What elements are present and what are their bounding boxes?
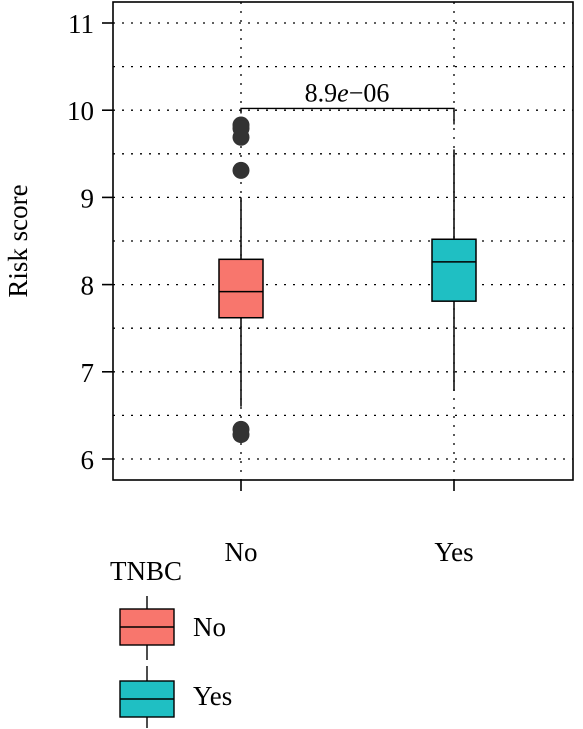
plot-panel-border bbox=[112, 1, 574, 481]
box-yes bbox=[431, 238, 477, 302]
box-no bbox=[218, 258, 264, 319]
p-value-exponent: −06 bbox=[349, 78, 390, 107]
x-tick-label: Yes bbox=[434, 537, 473, 567]
axes: 6 7 8 9 10 11 No Yes bbox=[67, 9, 474, 567]
p-value-e: e bbox=[337, 78, 349, 107]
boxes bbox=[218, 116, 477, 444]
y-tick-label: 10 bbox=[67, 96, 94, 126]
comparison-bracket bbox=[240, 107, 455, 125]
y-tick-label: 7 bbox=[81, 358, 95, 388]
legend-item-yes: Yes bbox=[119, 666, 232, 728]
legend-label-yes: Yes bbox=[193, 681, 232, 711]
p-value-label: 8.9e−06 bbox=[305, 78, 390, 107]
outlier-point bbox=[232, 161, 250, 179]
legend-item-no: No bbox=[119, 596, 226, 660]
y-axis-label: Risk score bbox=[3, 184, 33, 297]
outlier-point bbox=[232, 426, 250, 444]
y-tick-label: 11 bbox=[68, 9, 94, 39]
x-tick-label: No bbox=[225, 537, 258, 567]
legend: TNBC No Yes bbox=[110, 556, 232, 728]
p-value-mantissa: 8.9 bbox=[305, 78, 338, 107]
y-tick-label: 8 bbox=[81, 271, 95, 301]
y-tick-label: 9 bbox=[81, 183, 95, 213]
comparison-annotation: 8.9e−06 bbox=[240, 78, 455, 125]
grid-lines bbox=[113, 2, 573, 480]
y-tick-label: 6 bbox=[81, 445, 95, 475]
outlier-point bbox=[232, 128, 250, 146]
legend-title: TNBC bbox=[110, 556, 182, 586]
legend-label-no: No bbox=[193, 612, 226, 642]
